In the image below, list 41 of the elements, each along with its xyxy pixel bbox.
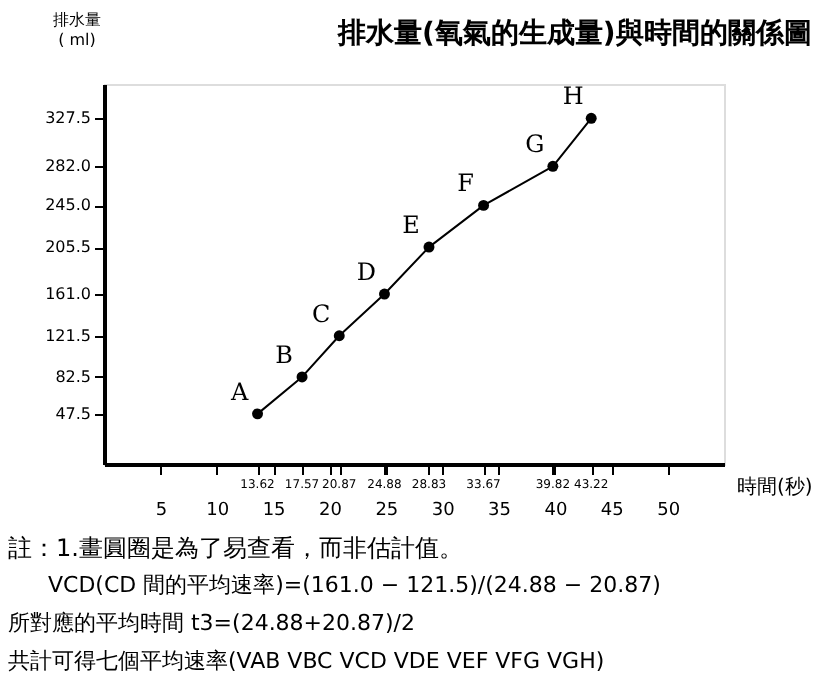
x-tick-label: 20 <box>319 501 343 521</box>
annotation: G <box>525 130 545 159</box>
y-tick-label: 121.5 <box>45 326 91 345</box>
x-tick-label: 35 <box>488 501 511 521</box>
point <box>585 112 597 124</box>
annotation: E <box>402 211 420 240</box>
y-axis-title: 排水量 ( ml) <box>53 11 101 49</box>
y-tick-label: 161.0 <box>45 285 91 304</box>
y-tick-label: 47.5 <box>55 404 91 423</box>
annotation: C <box>312 299 331 328</box>
x-tick-label: 5 <box>155 501 168 521</box>
text: VCD(CD 間的平均速率)=(161.0 − 121.5)/(24.88 − 20.87) <box>48 572 661 598</box>
x-tick-label: 40 <box>544 501 568 521</box>
text: 註：1.畫圓圈是為了易查看，而非估計值。 <box>8 534 463 562</box>
text: 所對應的平均時間 t3=(24.88+20.87)/2 <box>8 610 416 636</box>
point <box>423 241 435 253</box>
chart-title: 排水量(氧氣的生成量)與時間的關係圖 <box>336 18 812 50</box>
y-tick-label: 82.5 <box>55 367 91 386</box>
annotation: F <box>457 169 474 198</box>
point <box>547 160 559 172</box>
text: 共計可得七個平均速率(VAB VBC VCD VDE VEF VFG VGH) <box>8 648 605 674</box>
point <box>478 199 490 211</box>
annotation: B <box>275 340 294 369</box>
annotation: A <box>228 377 249 406</box>
x-tick-label: 45 <box>600 501 624 521</box>
y-tick-label: 245.0 <box>45 196 91 215</box>
annotation: H <box>562 82 584 111</box>
x-axis-title: 時間(秒) <box>737 475 813 499</box>
y-tick-label: 327.5 <box>45 109 91 128</box>
point <box>252 408 264 420</box>
y-tick-label: 282.0 <box>45 157 91 176</box>
x-tick-label: 10 <box>206 501 230 521</box>
x-tick-label: 50 <box>657 501 681 521</box>
annotation: D <box>356 258 377 287</box>
x-tick-label: 30 <box>431 501 456 521</box>
x-tick-label: 15 <box>262 501 286 521</box>
x-tick-label: 25 <box>375 501 399 521</box>
point <box>378 288 390 300</box>
y-tick-label: 205.5 <box>45 238 91 257</box>
point <box>333 330 345 342</box>
point <box>296 371 308 383</box>
